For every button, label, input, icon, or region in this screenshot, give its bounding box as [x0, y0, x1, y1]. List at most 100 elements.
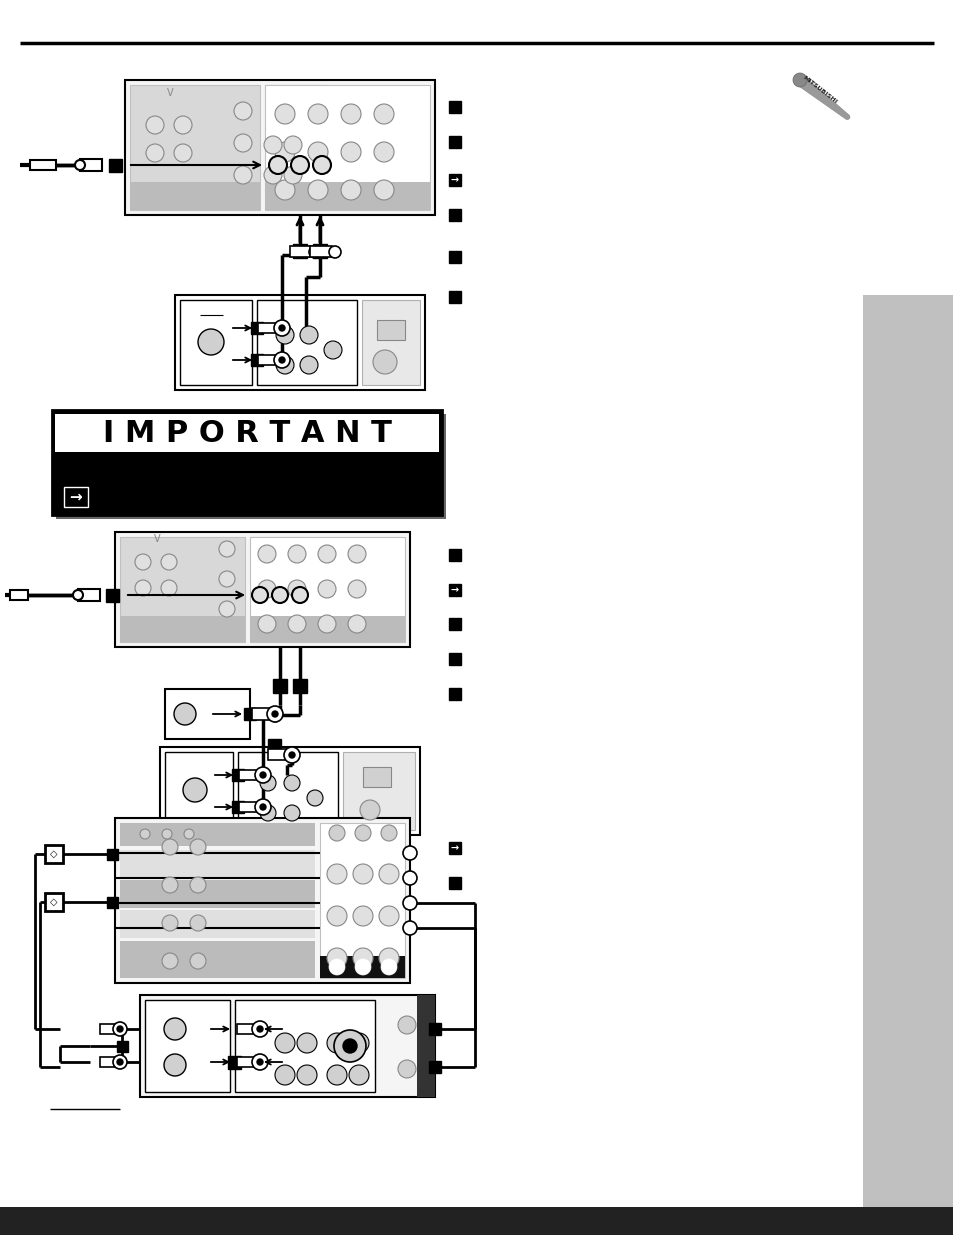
Circle shape	[340, 180, 360, 200]
Bar	[160, 747, 419, 835]
Text: V: V	[153, 534, 160, 543]
Circle shape	[233, 135, 252, 152]
Bar	[244, 708, 255, 720]
Bar	[120, 941, 314, 978]
Bar	[250, 537, 305, 582]
Circle shape	[799, 78, 810, 89]
Bar	[250, 616, 405, 642]
Bar	[80, 159, 102, 170]
Circle shape	[340, 104, 360, 124]
Bar	[449, 653, 460, 664]
Bar	[0, 1207, 953, 1235]
Bar	[293, 679, 307, 693]
Circle shape	[380, 825, 396, 841]
Circle shape	[795, 75, 806, 88]
Bar	[449, 584, 460, 597]
Circle shape	[162, 877, 178, 893]
Circle shape	[308, 180, 328, 200]
Circle shape	[233, 165, 252, 184]
Circle shape	[353, 948, 373, 968]
Circle shape	[308, 104, 328, 124]
Circle shape	[349, 1065, 369, 1086]
Bar	[265, 85, 430, 210]
Circle shape	[807, 85, 818, 95]
Circle shape	[269, 156, 287, 174]
Circle shape	[190, 839, 206, 855]
Bar	[10, 590, 28, 600]
Bar	[319, 823, 405, 978]
Circle shape	[296, 1032, 316, 1053]
Circle shape	[374, 104, 394, 124]
Bar	[107, 897, 117, 908]
Circle shape	[821, 96, 829, 105]
Bar	[106, 589, 118, 601]
Bar	[165, 689, 250, 739]
Bar	[120, 850, 314, 878]
Circle shape	[260, 804, 266, 810]
Circle shape	[252, 1021, 268, 1037]
Circle shape	[317, 615, 335, 634]
Bar	[52, 410, 441, 515]
Bar	[78, 589, 100, 601]
Circle shape	[359, 800, 379, 820]
Circle shape	[343, 1039, 356, 1053]
Bar	[290, 246, 312, 257]
Circle shape	[812, 89, 821, 99]
Bar	[265, 182, 430, 210]
Circle shape	[801, 80, 813, 91]
Circle shape	[809, 86, 819, 96]
Circle shape	[292, 587, 308, 603]
Bar	[236, 1057, 256, 1067]
Circle shape	[75, 161, 85, 170]
Circle shape	[378, 948, 398, 968]
Bar	[862, 295, 953, 1235]
Circle shape	[272, 587, 288, 603]
Circle shape	[162, 829, 172, 839]
Circle shape	[164, 1053, 186, 1076]
Circle shape	[274, 142, 294, 162]
Circle shape	[117, 1026, 123, 1032]
Circle shape	[831, 104, 839, 111]
Circle shape	[161, 580, 177, 597]
Bar	[120, 616, 245, 642]
Circle shape	[348, 615, 366, 634]
Circle shape	[162, 839, 178, 855]
Bar	[363, 767, 391, 787]
Circle shape	[190, 877, 206, 893]
Bar	[310, 246, 332, 257]
Circle shape	[267, 706, 283, 722]
Circle shape	[828, 101, 836, 110]
Circle shape	[184, 829, 193, 839]
Circle shape	[313, 156, 331, 174]
Circle shape	[146, 144, 164, 162]
Circle shape	[378, 906, 398, 926]
Bar	[120, 823, 314, 846]
Bar	[239, 769, 258, 781]
Circle shape	[233, 103, 252, 120]
Bar	[115, 532, 410, 647]
Circle shape	[146, 116, 164, 135]
Circle shape	[252, 587, 268, 603]
Circle shape	[299, 356, 317, 374]
Circle shape	[374, 142, 394, 162]
Bar	[234, 1000, 375, 1092]
Circle shape	[198, 329, 224, 354]
Circle shape	[317, 545, 335, 563]
Circle shape	[252, 1053, 268, 1070]
Bar	[257, 354, 277, 366]
Circle shape	[173, 116, 192, 135]
Circle shape	[329, 960, 345, 974]
Circle shape	[826, 100, 834, 109]
Circle shape	[112, 1055, 127, 1070]
Circle shape	[219, 541, 234, 557]
Circle shape	[183, 778, 207, 802]
Text: →: →	[451, 585, 458, 595]
Circle shape	[327, 1065, 347, 1086]
Circle shape	[256, 1058, 263, 1065]
Bar	[55, 414, 438, 452]
Bar	[256, 300, 356, 385]
Bar	[376, 320, 405, 340]
Bar	[252, 708, 272, 720]
Circle shape	[348, 545, 366, 563]
Circle shape	[348, 580, 366, 598]
